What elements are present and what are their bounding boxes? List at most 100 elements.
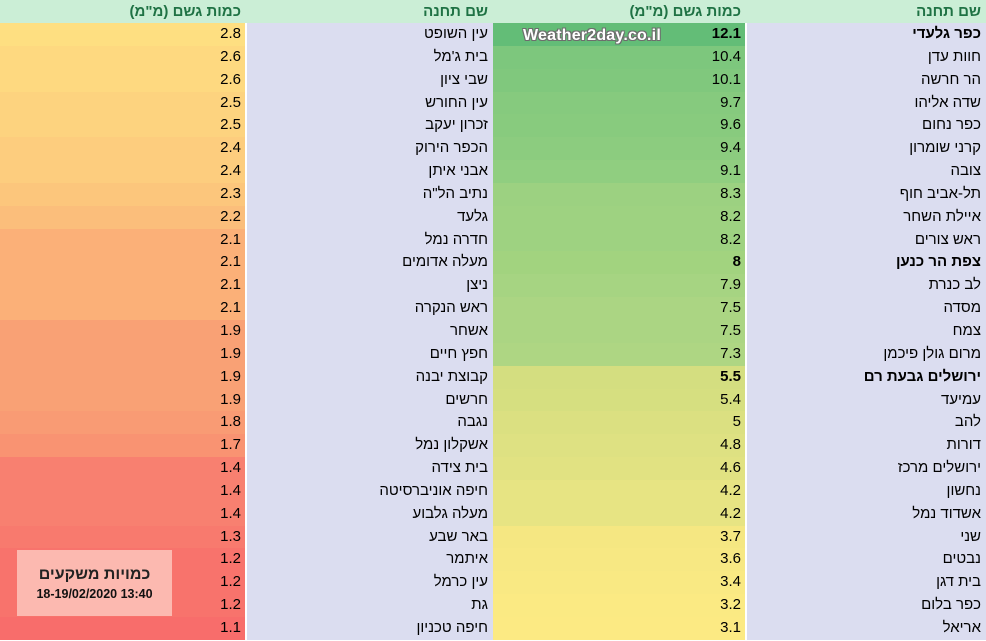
- station-name: ירושלים מרכז: [745, 457, 986, 480]
- station-name: חיפה אוניברסיטה: [245, 479, 493, 503]
- station-name: איתמר: [245, 548, 493, 572]
- rain-amount: 4.6: [493, 457, 745, 480]
- rain-amount: 1.4: [0, 457, 245, 480]
- rain-amount: 5: [493, 411, 745, 435]
- station-name: חרשים: [245, 388, 493, 412]
- station-name: הכפר הירוק: [245, 137, 493, 161]
- station-name: אבני איתן: [245, 160, 493, 183]
- rain-amount: 7.5: [493, 297, 745, 320]
- station-name: גת: [245, 594, 493, 617]
- rain-amount: 2.2: [0, 205, 245, 229]
- rain-amount: 1.4: [0, 479, 245, 503]
- rain-amount: 2.6: [0, 45, 245, 69]
- rain-amount: 2.3: [0, 182, 245, 206]
- station-name: מעלה גלבוע: [245, 502, 493, 526]
- station-name: ראש צורים: [745, 228, 986, 252]
- rain-amount: 2.6: [0, 68, 245, 92]
- station-name: עין כרמל: [245, 571, 493, 595]
- rain-amount: 12.1: [493, 23, 745, 46]
- legend-title: כמויות משקעים: [38, 565, 151, 583]
- rain-amount: 8.3: [493, 182, 745, 206]
- rain-amount: 8.2: [493, 205, 745, 229]
- station-name: עין השופט: [245, 23, 493, 46]
- rain-table-right: שם תחנה כמות גשם (מ"מ) כפר גלעדי 12.1 חוות…: [493, 0, 986, 640]
- station-name: שני: [745, 525, 986, 549]
- station-name: כפר בלום: [745, 594, 986, 617]
- station-column-header: שם תחנה: [745, 0, 986, 23]
- station-name: חיפה טכניון: [245, 616, 493, 640]
- station-name: להב: [745, 411, 986, 435]
- station-name: אשדוד נמל: [745, 502, 986, 526]
- station-column-header: שם תחנה: [245, 0, 493, 23]
- rain-amount: 2.4: [0, 160, 245, 183]
- rain-amount: 1.3: [0, 525, 245, 549]
- station-name: ירושלים גבעת רם: [745, 365, 986, 389]
- station-name: אשקלון נמל: [245, 434, 493, 458]
- station-name: דורות: [745, 434, 986, 458]
- station-name: איילת השחר: [745, 205, 986, 229]
- station-name: צפת הר כנען: [745, 251, 986, 275]
- rain-amount: 3.4: [493, 571, 745, 595]
- rain-amount: 5.5: [493, 365, 745, 389]
- station-name: עמיעד: [745, 388, 986, 412]
- rain-amount: 10.1: [493, 68, 745, 92]
- station-name: ניצן: [245, 274, 493, 298]
- station-name: הר חרשה: [745, 68, 986, 92]
- station-name: חפץ חיים: [245, 342, 493, 366]
- station-name: כפר גלעדי: [745, 23, 986, 46]
- rain-amount: 8.2: [493, 228, 745, 252]
- rain-amount: 7.3: [493, 342, 745, 366]
- station-name: אריאל: [745, 616, 986, 640]
- station-name: צובה: [745, 160, 986, 183]
- rain-amount: 3.7: [493, 525, 745, 549]
- station-name: באר שבע: [245, 525, 493, 549]
- station-name: עין החורש: [245, 91, 493, 115]
- station-name: זכרון יעקב: [245, 114, 493, 138]
- rain-amount: 2.5: [0, 114, 245, 138]
- station-name: בית צידה: [245, 457, 493, 480]
- rain-amount: 1.4: [0, 502, 245, 526]
- rain-amount: 1.9: [0, 342, 245, 366]
- station-name: בית ג'מל: [245, 45, 493, 69]
- rain-amount: 7.9: [493, 274, 745, 298]
- rain-amount: 2.1: [0, 297, 245, 320]
- station-name: שדה אליהו: [745, 91, 986, 115]
- rain-amount: 1.1: [0, 616, 245, 640]
- rain-amount: 9.6: [493, 114, 745, 138]
- station-name: בית דגן: [745, 571, 986, 595]
- rain-amount: 4.2: [493, 479, 745, 503]
- station-name: נבטים: [745, 548, 986, 572]
- rain-amount: 9.4: [493, 137, 745, 161]
- rain-amount: 4.2: [493, 502, 745, 526]
- rain-amount: 2.4: [0, 137, 245, 161]
- rain-amount: 9.7: [493, 91, 745, 115]
- station-name: צמח: [745, 319, 986, 343]
- rain-amount: 8: [493, 251, 745, 275]
- legend-datetime: 18-19/02/2020 13:40: [36, 586, 153, 601]
- rain-amount: 2.1: [0, 228, 245, 252]
- rain-amount: 3.6: [493, 548, 745, 572]
- rain-amount: 7.5: [493, 319, 745, 343]
- rain-amount: 1.9: [0, 365, 245, 389]
- station-name: תל-אביב חוף: [745, 182, 986, 206]
- rain-amount: 3.2: [493, 594, 745, 617]
- rain-amount: 9.1: [493, 160, 745, 183]
- station-name: נתיב הל"ה: [245, 182, 493, 206]
- station-name: קרני שומרון: [745, 137, 986, 161]
- rain-amount: 1.9: [0, 388, 245, 412]
- station-name: גלעד: [245, 205, 493, 229]
- station-name: חוות עדן: [745, 45, 986, 69]
- rain-amount: 2.5: [0, 91, 245, 115]
- rain-amount: 1.9: [0, 319, 245, 343]
- station-name: נגבה: [245, 411, 493, 435]
- amount-column-header: כמות גשם (מ"מ): [493, 0, 745, 23]
- rain-table-left: שם תחנה כמות גשם (מ"מ) עין השופט 2.8 בית ג…: [0, 0, 493, 640]
- station-name: מסדה: [745, 297, 986, 320]
- station-name: חדרה נמל: [245, 228, 493, 252]
- station-name: קבוצת יבנה: [245, 365, 493, 389]
- station-name: שבי ציון: [245, 68, 493, 92]
- station-name: אשחר: [245, 319, 493, 343]
- legend-overlay: כמויות משקעים 18-19/02/2020 13:40: [17, 550, 172, 616]
- station-name: מרום גולן פיכמן: [745, 342, 986, 366]
- station-name: נחשון: [745, 479, 986, 503]
